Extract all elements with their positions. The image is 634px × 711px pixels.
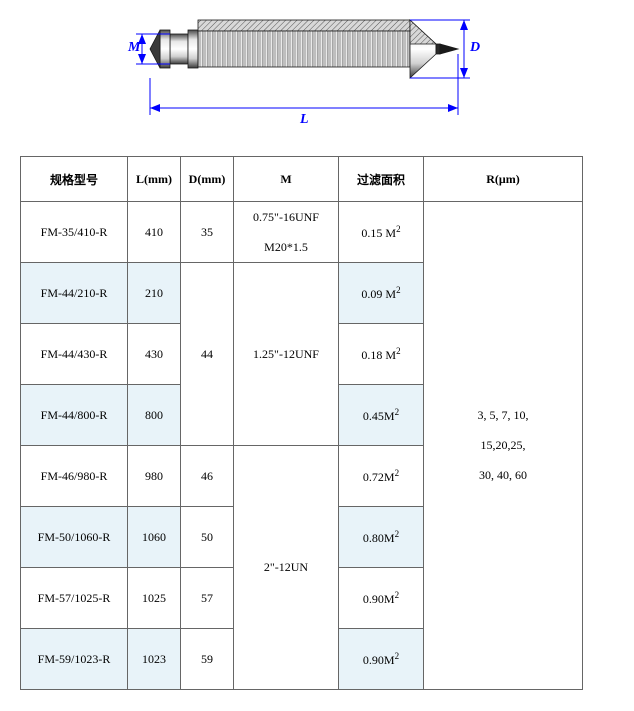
- cell-area: 0.15 M2: [339, 202, 424, 263]
- cell-l: 1060: [128, 507, 181, 568]
- table-row: FM-35/410-R410350.75"-16UNFM20*1.50.15 M…: [21, 202, 583, 263]
- diagram-svg: [0, 0, 634, 150]
- cell-area: 0.45M2: [339, 385, 424, 446]
- col-m: M: [234, 157, 339, 202]
- cell-model: FM-35/410-R: [21, 202, 128, 263]
- cell-l: 1023: [128, 629, 181, 690]
- cell-d: 35: [181, 202, 234, 263]
- cell-l: 800: [128, 385, 181, 446]
- dim-label-l: L: [300, 112, 309, 128]
- cell-m: 1.25"-12UNF: [234, 263, 339, 446]
- cell-l: 430: [128, 324, 181, 385]
- cell-l: 980: [128, 446, 181, 507]
- cell-model: FM-46/980-R: [21, 446, 128, 507]
- dim-label-m: M: [128, 40, 140, 56]
- cell-model: FM-44/800-R: [21, 385, 128, 446]
- cell-r: 3, 5, 7, 10,15,20,25,30, 40, 60: [424, 202, 583, 690]
- cell-model: FM-44/210-R: [21, 263, 128, 324]
- cell-model: FM-50/1060-R: [21, 507, 128, 568]
- cell-d: 50: [181, 507, 234, 568]
- cell-model: FM-44/430-R: [21, 324, 128, 385]
- cell-d: 59: [181, 629, 234, 690]
- cell-area: 0.80M2: [339, 507, 424, 568]
- cell-area: 0.09 M2: [339, 263, 424, 324]
- cell-area: 0.90M2: [339, 568, 424, 629]
- table-header-row: 规格型号 L(mm) D(mm) M 过滤面积 R(μm): [21, 157, 583, 202]
- cell-model: FM-59/1023-R: [21, 629, 128, 690]
- cell-model: FM-57/1025-R: [21, 568, 128, 629]
- cell-m: 2"-12UN: [234, 446, 339, 690]
- spec-table: 规格型号 L(mm) D(mm) M 过滤面积 R(μm) FM-35/410-…: [20, 156, 583, 690]
- col-d: D(mm): [181, 157, 234, 202]
- cell-d: 57: [181, 568, 234, 629]
- col-r: R(μm): [424, 157, 583, 202]
- dim-label-d: D: [470, 40, 480, 56]
- cell-l: 1025: [128, 568, 181, 629]
- cell-d: 46: [181, 446, 234, 507]
- cell-d: 44: [181, 263, 234, 446]
- cell-l: 410: [128, 202, 181, 263]
- cell-l: 210: [128, 263, 181, 324]
- col-area: 过滤面积: [339, 157, 424, 202]
- cell-area: 0.90M2: [339, 629, 424, 690]
- cell-area: 0.72M2: [339, 446, 424, 507]
- cell-m: 0.75"-16UNFM20*1.5: [234, 202, 339, 263]
- technical-diagram: M D L: [0, 0, 634, 150]
- cell-area: 0.18 M2: [339, 324, 424, 385]
- filter-body: [150, 20, 458, 78]
- col-l: L(mm): [128, 157, 181, 202]
- col-model: 规格型号: [21, 157, 128, 202]
